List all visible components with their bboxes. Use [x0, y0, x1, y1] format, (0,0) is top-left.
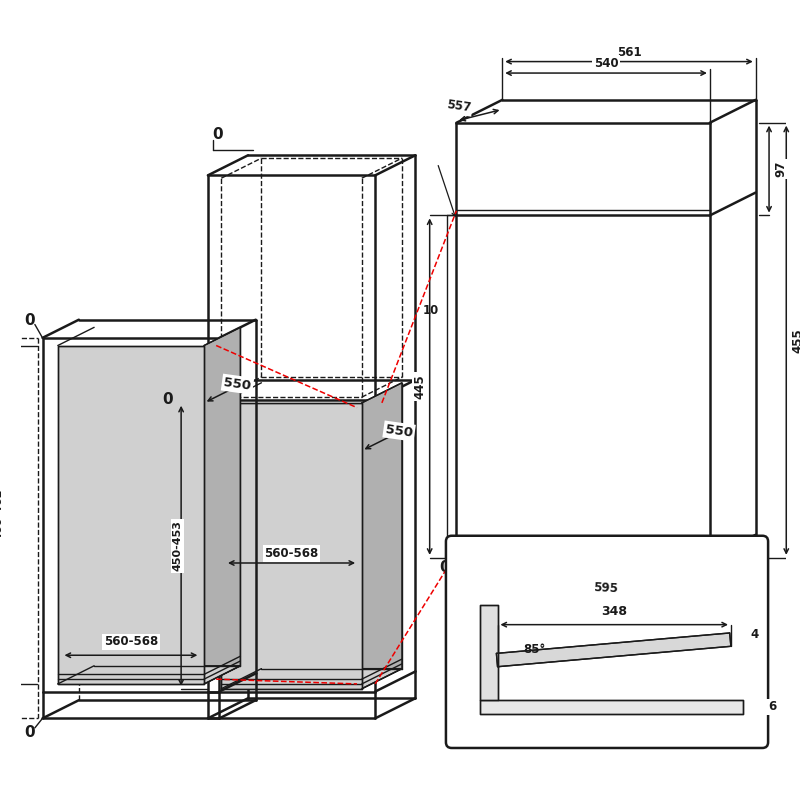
Text: 557: 557	[446, 98, 471, 114]
Text: 348: 348	[602, 605, 627, 618]
Text: 450-453: 450-453	[172, 520, 182, 571]
Polygon shape	[58, 346, 204, 684]
Text: 20: 20	[485, 589, 501, 599]
Text: 460-462: 460-462	[0, 489, 3, 541]
Polygon shape	[58, 666, 240, 684]
Text: 6: 6	[768, 700, 776, 714]
Polygon shape	[480, 605, 498, 700]
Text: 10: 10	[422, 304, 438, 317]
Polygon shape	[204, 327, 240, 684]
Polygon shape	[222, 669, 402, 689]
Polygon shape	[222, 403, 362, 689]
Polygon shape	[480, 700, 743, 714]
Text: 0: 0	[24, 313, 34, 328]
Text: 97: 97	[774, 161, 787, 178]
Text: 455: 455	[791, 328, 800, 353]
Text: 0: 0	[162, 393, 173, 407]
FancyBboxPatch shape	[446, 536, 768, 748]
Text: 4: 4	[750, 628, 758, 642]
Text: 0: 0	[212, 126, 222, 142]
Text: 445: 445	[414, 374, 426, 399]
Text: 550: 550	[385, 422, 414, 439]
Text: 85°: 85°	[522, 643, 545, 656]
Text: 0: 0	[440, 560, 450, 574]
Text: 550: 550	[223, 376, 252, 393]
Text: 561: 561	[617, 46, 642, 58]
Text: 560-568: 560-568	[265, 547, 318, 560]
Polygon shape	[362, 382, 402, 689]
Text: 595: 595	[594, 581, 618, 595]
Text: 560-568: 560-568	[104, 635, 158, 648]
Text: 540: 540	[594, 57, 618, 70]
Text: 0: 0	[24, 725, 34, 740]
Polygon shape	[496, 633, 731, 666]
